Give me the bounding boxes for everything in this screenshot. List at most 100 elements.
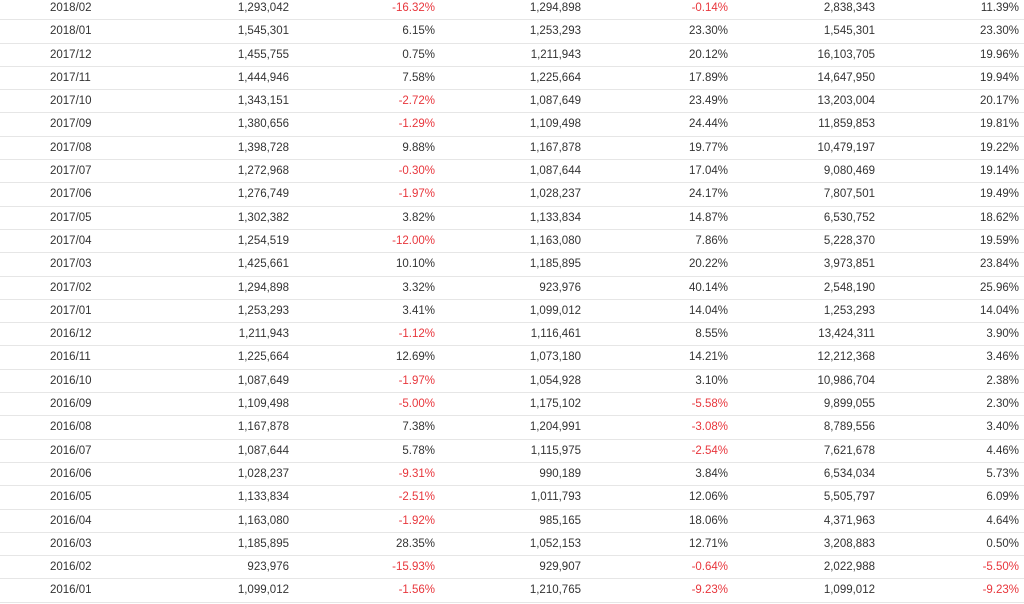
value-cell: 1,455,755 [237,48,289,61]
prev-year-value-cell: 1,087,644 [529,165,581,178]
month-cell: 2018/02 [50,2,92,14]
cumulative-yoy-cell: 11.39% [980,2,1019,14]
yoy-change-cell: 24.44% [688,118,728,131]
mom-change-cell: 28.35% [395,537,435,550]
cumulative-yoy-cell: 6.09% [986,491,1019,504]
cumulative-value-cell: 4,371,963 [823,514,875,527]
value-cell: 1,028,237 [237,467,289,480]
cumulative-yoy-cell: 19.49% [979,188,1019,201]
value-cell: 1,253,293 [237,304,289,317]
cumulative-yoy-cell: 4.64% [986,514,1019,527]
cumulative-yoy-cell: 4.46% [986,444,1019,457]
month-cell: 2017/03 [50,258,92,271]
prev-year-value-cell: 1,163,080 [529,234,581,247]
mom-change-cell: 10.10% [395,258,435,271]
yoy-change-cell: 24.17% [688,188,728,201]
cumulative-value-cell: 1,545,301 [823,25,875,38]
mom-change-cell: 3.41% [402,304,435,317]
prev-year-value-cell: 1,175,102 [529,398,581,411]
month-cell: 2017/09 [50,118,92,131]
yoy-change-cell: 3.84% [695,467,728,480]
month-cell: 2016/10 [50,374,92,387]
prev-year-value-cell: 990,189 [539,467,581,480]
table-row: 2016/05 1,133,834 -2.51% 1,011,793 12.06% 5,5… [0,486,1024,510]
cumulative-value-cell: 10,479,197 [817,141,875,154]
prev-year-value-cell: 1,052,153 [529,537,581,550]
value-cell: 1,099,012 [237,584,289,597]
yoy-change-cell: 12.06% [688,491,728,504]
yoy-change-cell: 14.04% [688,304,728,317]
table-row: 2016/01 1,099,012 -1.56% 1,210,765 -9.23% 1,0… [0,579,1024,603]
yoy-change-cell: 19.77% [688,141,728,154]
month-cell: 2017/11 [50,71,91,84]
yoy-change-cell: -9.23% [691,584,728,597]
month-cell: 2017/05 [50,211,92,224]
month-cell: 2017/02 [50,281,92,294]
mom-change-cell: -12.00% [392,234,435,247]
cumulative-value-cell: 5,505,797 [823,491,875,504]
prev-year-value-cell: 985,165 [539,514,581,527]
cumulative-yoy-cell: 2.38% [986,374,1019,387]
mom-change-cell: -15.93% [392,561,435,574]
mom-change-cell: 6.15% [402,25,435,38]
month-cell: 2016/11 [50,351,91,364]
cumulative-yoy-cell: 3.40% [986,421,1019,434]
cumulative-yoy-cell: 19.96% [979,48,1019,61]
yoy-change-cell: 20.12% [688,48,728,61]
table-row: 2018/01 1,545,301 6.15% 1,253,293 23.30% 1,54… [0,20,1024,44]
prev-year-value-cell: 1,185,895 [529,258,581,271]
table-row: 2017/11 1,444,946 7.58% 1,225,664 17.89% 14,6… [0,67,1024,91]
prev-year-value-cell: 1,028,237 [529,188,581,201]
value-cell: 1,398,728 [237,141,289,154]
month-cell: 2017/10 [50,95,92,108]
cumulative-yoy-cell: 19.14% [979,165,1019,178]
prev-year-value-cell: 1,054,928 [529,374,581,387]
month-cell: 2016/01 [50,584,92,597]
month-cell: 2016/05 [50,491,92,504]
yoy-change-cell: 18.06% [688,514,728,527]
prev-year-value-cell: 1,253,293 [529,25,581,38]
yoy-change-cell: 23.30% [688,25,728,38]
prev-year-value-cell: 1,011,793 [530,491,581,504]
table-row: 2017/05 1,302,382 3.82% 1,133,834 14.87% 6,53… [0,207,1024,230]
mom-change-cell: 9.88% [402,141,435,154]
table-row: 2016/02 923,976 -15.93% 929,907 -0.64% 2,022,… [0,556,1024,580]
mom-change-cell: -1.97% [398,188,435,201]
yoy-change-cell: -2.54% [691,444,728,457]
mom-change-cell: -1.56% [398,584,435,597]
prev-year-value-cell: 1,133,834 [529,211,581,224]
table-row: 2016/09 1,109,498 -5.00% 1,175,102 -5.58% 9,8… [0,393,1024,417]
cumulative-yoy-cell: 20.17% [979,95,1019,108]
cumulative-yoy-cell: 19.81% [979,118,1019,131]
cumulative-yoy-cell: -5.50% [982,561,1019,574]
table-row: 2016/04 1,163,080 -1.92% 985,165 18.06% 4,371… [0,510,1024,533]
yoy-change-cell: 14.87% [688,211,728,224]
month-cell: 2017/08 [50,141,92,154]
month-cell: 2017/01 [50,304,92,317]
prev-year-value-cell: 929,907 [539,561,581,574]
table-row: 2017/12 1,455,755 0.75% 1,211,943 20.12% 16,1… [0,44,1024,67]
table-row: 2016/10 1,087,649 -1.97% 1,054,928 3.10% 10,9… [0,370,1024,394]
cumulative-yoy-cell: 19.22% [979,141,1019,154]
prev-year-value-cell: 1,167,878 [529,141,581,154]
prev-year-value-cell: 1,294,898 [529,2,581,14]
table-row: 2016/03 1,185,895 28.35% 1,052,153 12.71% 3,2… [0,533,1024,557]
table-row: 2016/06 1,028,237 -9.31% 990,189 3.84% 6,534,… [0,463,1024,487]
value-cell: 1,380,656 [237,118,289,131]
month-cell: 2016/03 [50,537,92,550]
table-row: 2017/07 1,272,968 -0.30% 1,087,644 17.04% 9,0… [0,160,1024,184]
cumulative-value-cell: 12,212,368 [817,351,875,364]
month-cell: 2016/07 [50,444,92,457]
prev-year-value-cell: 923,976 [539,281,581,294]
table-row: 2017/08 1,398,728 9.88% 1,167,878 19.77% 10,4… [0,137,1024,161]
cumulative-value-cell: 11,859,853 [818,118,875,131]
cumulative-value-cell: 13,203,004 [817,95,875,108]
month-cell: 2016/08 [50,421,92,434]
table-row: 2017/04 1,254,519 -12.00% 1,163,080 7.86% 5,2… [0,230,1024,254]
mom-change-cell: -1.12% [398,328,435,341]
prev-year-value-cell: 1,087,649 [529,95,581,108]
cumulative-value-cell: 10,986,704 [817,374,875,387]
value-cell: 1,133,834 [237,491,289,504]
month-cell: 2016/06 [50,467,92,480]
cumulative-value-cell: 16,103,705 [817,48,875,61]
